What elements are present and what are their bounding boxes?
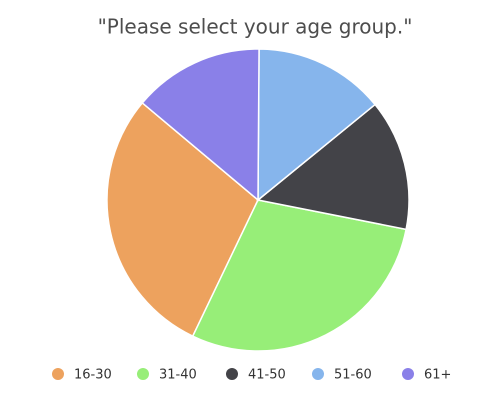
pie-slice: [256, 103, 410, 231]
legend-marker[interactable]: [226, 368, 238, 380]
legend-marker[interactable]: [52, 368, 64, 380]
legend-label[interactable]: 31-40: [159, 368, 197, 383]
pie-slice: [141, 48, 260, 202]
pie-slice: [257, 48, 377, 202]
legend-marker[interactable]: [402, 368, 414, 380]
legend-label[interactable]: 51-60: [334, 368, 372, 383]
legend-label[interactable]: 41-50: [248, 368, 286, 383]
pie-slice: [191, 199, 408, 352]
legend-marker[interactable]: [137, 368, 149, 380]
chart-title: "Please select your age group.": [98, 15, 413, 39]
legend-label[interactable]: 16-30: [74, 368, 112, 383]
legend-label[interactable]: 61+: [424, 368, 451, 383]
legend-marker[interactable]: [312, 368, 324, 380]
